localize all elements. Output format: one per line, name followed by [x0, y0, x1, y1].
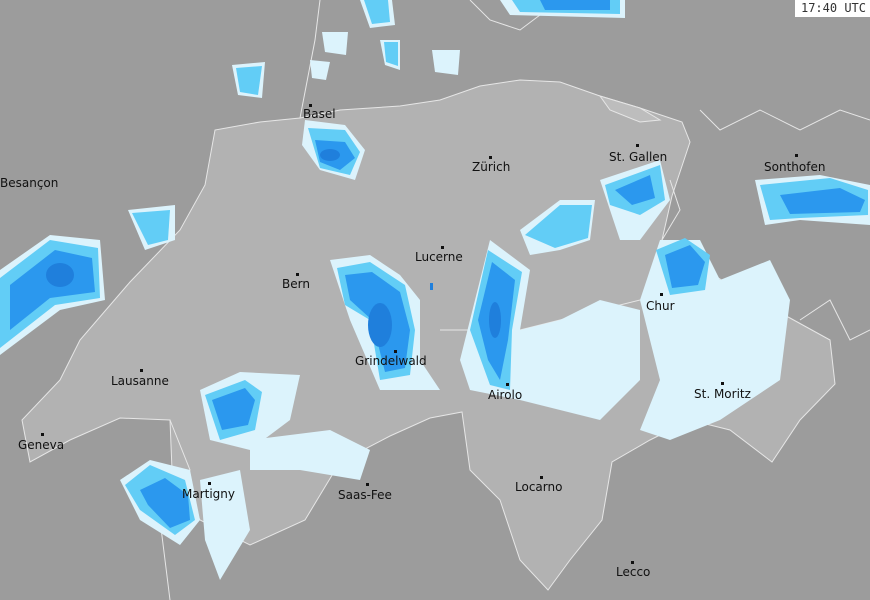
city-label-besancon: Besançon: [0, 176, 59, 190]
timestamp-label: 17:40 UTC: [794, 0, 870, 17]
city-label-chur: Chur: [646, 299, 675, 313]
city-label-lucerne: Lucerne: [415, 250, 463, 264]
city-dot-chur: [660, 293, 663, 296]
city-dot-martigny: [208, 482, 211, 485]
city-dot-locarno: [540, 476, 543, 479]
city-dot-lecco: [631, 561, 634, 564]
city-label-grindelwald: Grindelwald: [355, 354, 427, 368]
city-dot-grindelwald: [394, 350, 397, 353]
city-label-basel: Basel: [303, 107, 336, 121]
rain-very-heavy: [46, 149, 501, 347]
city-dot-airolo: [506, 383, 509, 386]
city-label-bern: Bern: [282, 277, 310, 291]
city-dot-st-moritz: [721, 382, 724, 385]
city-label-lecco: Lecco: [616, 565, 651, 579]
city-dot-lausanne: [140, 369, 143, 372]
city-dot-zurich: [489, 156, 492, 159]
city-dot-lucerne: [441, 246, 444, 249]
city-label-martigny: Martigny: [182, 487, 236, 501]
lake-constance: [598, 95, 662, 123]
city-dot-bern: [296, 273, 299, 276]
city-dot-saas-fee: [366, 483, 369, 486]
city-label-saas-fee: Saas-Fee: [338, 488, 392, 502]
city-label-st-moritz: St. Moritz: [694, 387, 751, 401]
city-label-locarno: Locarno: [515, 480, 563, 494]
city-label-zurich: Zürich: [472, 160, 511, 174]
city-label-sonthofen: Sonthofen: [764, 160, 826, 174]
city-label-st-gallen: St. Gallen: [609, 150, 668, 164]
city-dot-geneva: [41, 433, 44, 436]
city-dot-sonthofen: [795, 154, 798, 157]
city-dot-basel: [309, 104, 312, 107]
city-dot-st-gallen: [636, 144, 639, 147]
city-label-geneva: Geneva: [18, 438, 65, 452]
city-label-lausanne: Lausanne: [111, 374, 169, 388]
city-label-airolo: Airolo: [488, 388, 523, 402]
